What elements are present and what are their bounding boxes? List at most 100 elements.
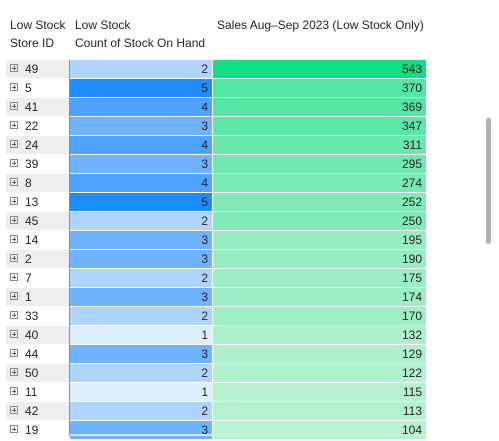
store-id-cell: 33 — [6, 307, 69, 325]
table-row[interactable]: 41 4 369 — [0, 98, 430, 117]
header-count-line1: Low Stock — [75, 18, 131, 32]
store-id-value: 50 — [25, 366, 39, 380]
table-body: 49 2 543 5 5 370 41 4 369 22 3 347 24 4 311 39 3 295 8 4 274… — [0, 60, 430, 440]
count-cell: 3 — [70, 250, 212, 268]
count-cell: 3 — [70, 345, 212, 363]
header-count[interactable]: Low Stock Count of Stock On Hand — [75, 16, 205, 52]
expand-plus-icon[interactable] — [10, 140, 18, 148]
sales-cell: 311 — [213, 136, 426, 154]
store-id-cell: 44 — [6, 345, 69, 363]
count-cell: 2 — [70, 402, 212, 420]
store-id-cell: 8 — [6, 174, 69, 192]
table-row[interactable]: 19 3 104 — [0, 421, 430, 440]
sales-cell: 129 — [213, 345, 426, 363]
store-id-value: 11 — [25, 385, 38, 399]
sales-cell: 195 — [213, 231, 426, 249]
table-row[interactable]: 22 3 347 — [0, 117, 430, 136]
table-row[interactable]: 14 3 195 — [0, 231, 430, 250]
store-id-cell: 7 — [6, 269, 69, 287]
expand-plus-icon[interactable] — [10, 368, 18, 376]
sales-cell: 347 — [213, 117, 426, 135]
sales-cell: 174 — [213, 288, 426, 306]
store-id-cell: 49 — [6, 60, 69, 78]
count-cell: 3 — [70, 155, 212, 173]
store-id-value: 45 — [25, 214, 39, 228]
expand-plus-icon[interactable] — [10, 387, 18, 395]
sales-cell: 250 — [213, 212, 426, 230]
table-row[interactable]: 33 2 170 — [0, 307, 430, 326]
store-id-value: 5 — [25, 81, 32, 95]
table-row[interactable]: 44 3 129 — [0, 345, 430, 364]
expand-plus-icon[interactable] — [10, 197, 18, 205]
store-id-cell: 22 — [6, 117, 69, 135]
count-cell: 4 — [70, 174, 212, 192]
header-store-id-line1: Low Stock — [10, 18, 66, 32]
header-sales-line2: Sales Aug–Sep 2023 (Low Stock Only) — [217, 18, 424, 32]
partial-row-sales — [213, 434, 426, 436]
header-sales[interactable]: Sales Aug–Sep 2023 (Low Stock Only) — [217, 16, 424, 34]
expand-plus-icon[interactable] — [10, 406, 18, 414]
expand-plus-icon[interactable] — [10, 330, 18, 338]
table-row[interactable]: 40 1 132 — [0, 326, 430, 345]
store-id-value: 22 — [25, 119, 39, 133]
store-id-value: 1 — [25, 290, 32, 304]
table-row[interactable]: 24 4 311 — [0, 136, 430, 155]
store-id-value: 7 — [25, 271, 32, 285]
sales-cell: 104 — [213, 421, 426, 439]
table-row[interactable]: 7 2 175 — [0, 269, 430, 288]
expand-plus-icon[interactable] — [10, 121, 18, 129]
store-id-cell: 42 — [6, 402, 69, 420]
table-row[interactable]: 1 3 174 — [0, 288, 430, 307]
count-cell: 3 — [70, 288, 212, 306]
expand-plus-icon[interactable] — [10, 159, 18, 167]
expand-plus-icon[interactable] — [10, 292, 18, 300]
table-row[interactable]: 45 2 250 — [0, 212, 430, 231]
sales-cell: 370 — [213, 79, 426, 97]
count-cell: 4 — [70, 98, 212, 116]
expand-plus-icon[interactable] — [10, 349, 18, 357]
table-row[interactable]: 8 4 274 — [0, 174, 430, 193]
table-row[interactable]: 2 3 190 — [0, 250, 430, 269]
vertical-scrollbar[interactable] — [486, 118, 491, 244]
table-row[interactable]: 49 2 543 — [0, 60, 430, 79]
sales-cell: 190 — [213, 250, 426, 268]
store-id-cell: 11 — [6, 383, 69, 401]
store-id-value: 40 — [25, 328, 39, 342]
expand-plus-icon[interactable] — [10, 102, 18, 110]
expand-plus-icon[interactable] — [10, 178, 18, 186]
sales-cell: 175 — [213, 269, 426, 287]
count-cell: 2 — [70, 307, 212, 325]
header-count-line2: Count of Stock On Hand — [75, 36, 206, 50]
expand-plus-icon[interactable] — [10, 273, 18, 281]
expand-plus-icon[interactable] — [10, 216, 18, 224]
expand-plus-icon[interactable] — [10, 311, 18, 319]
expand-plus-icon[interactable] — [10, 425, 18, 433]
store-id-value: 44 — [25, 347, 39, 361]
expand-plus-icon[interactable] — [10, 254, 18, 262]
table-row[interactable]: 13 5 252 — [0, 193, 430, 212]
count-cell: 2 — [70, 212, 212, 230]
count-cell: 1 — [70, 383, 212, 401]
store-id-value: 8 — [25, 176, 32, 190]
header-store-id[interactable]: Low Stock Store ID — [10, 16, 65, 52]
sales-cell: 113 — [213, 402, 426, 420]
store-id-cell: 13 — [6, 193, 69, 211]
sales-cell: 115 — [213, 383, 426, 401]
table-row[interactable]: 50 2 122 — [0, 364, 430, 383]
count-cell: 2 — [70, 60, 212, 78]
store-id-value: 41 — [25, 100, 39, 114]
count-cell: 1 — [70, 326, 212, 344]
table-row[interactable]: 42 2 113 — [0, 402, 430, 421]
expand-plus-icon[interactable] — [10, 64, 18, 72]
expand-plus-icon[interactable] — [10, 83, 18, 91]
table-row[interactable]: 5 5 370 — [0, 79, 430, 98]
count-cell: 2 — [70, 364, 212, 382]
table-row[interactable]: 11 1 115 — [0, 383, 430, 402]
store-id-value: 19 — [25, 423, 39, 437]
count-cell: 4 — [70, 136, 212, 154]
expand-plus-icon[interactable] — [10, 235, 18, 243]
store-id-cell: 39 — [6, 155, 69, 173]
header-store-id-line2: Store ID — [10, 36, 55, 50]
table-row[interactable]: 39 3 295 — [0, 155, 430, 174]
